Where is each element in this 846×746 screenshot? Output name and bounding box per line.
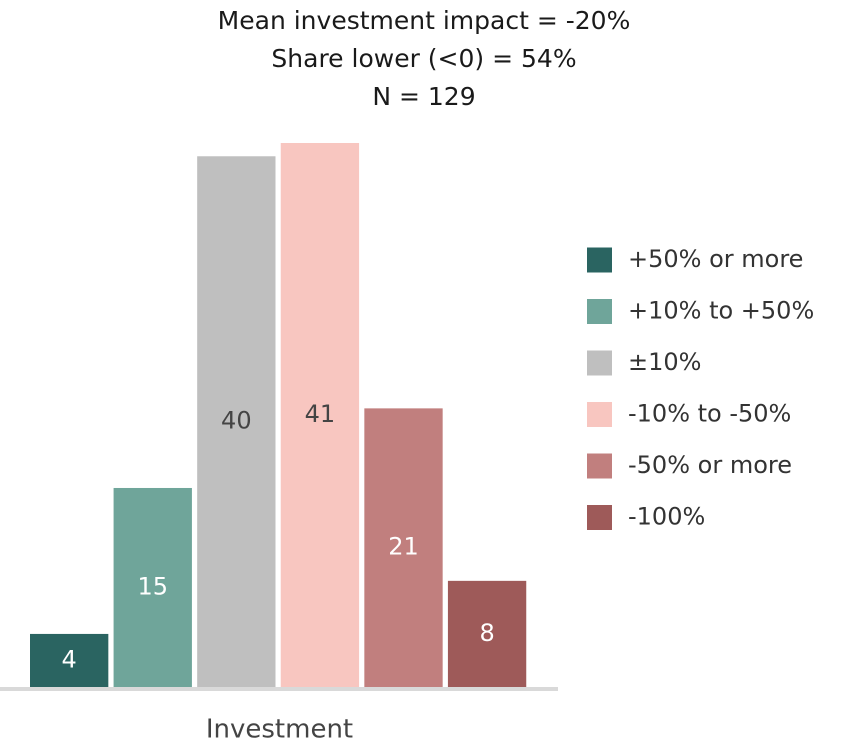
chart-title: N = 129 bbox=[372, 82, 475, 111]
bar bbox=[113, 487, 192, 687]
legend-swatch bbox=[587, 247, 612, 273]
legend-swatch bbox=[587, 299, 612, 324]
value-label: 21 bbox=[388, 533, 419, 561]
value-label: 41 bbox=[305, 400, 336, 428]
chart-title: Mean investment impact = -20% bbox=[218, 6, 631, 35]
legend-swatch bbox=[587, 350, 612, 376]
bar bbox=[280, 143, 360, 687]
legend-label: ±10% bbox=[628, 348, 701, 376]
legend-swatch bbox=[587, 402, 612, 427]
legend-label: +50% or more bbox=[628, 245, 803, 273]
legend-swatch bbox=[587, 453, 612, 479]
value-label: 8 bbox=[479, 619, 494, 647]
bar bbox=[364, 408, 443, 687]
legend-label: -50% or more bbox=[628, 451, 792, 479]
legend-label: +10% to +50% bbox=[628, 297, 814, 325]
bar bbox=[197, 156, 276, 687]
value-label: 15 bbox=[137, 572, 168, 600]
bar bbox=[447, 580, 527, 687]
legend-swatch bbox=[587, 505, 612, 530]
value-label: 4 bbox=[62, 645, 77, 673]
legend-label: -100% bbox=[628, 503, 705, 531]
legend-label: -10% to -50% bbox=[628, 400, 791, 428]
bar bbox=[30, 633, 109, 687]
value-label: 40 bbox=[221, 407, 252, 435]
x-tick-label: Investment bbox=[206, 715, 353, 745]
chart-title: Share lower (<0) = 54% bbox=[271, 44, 576, 73]
